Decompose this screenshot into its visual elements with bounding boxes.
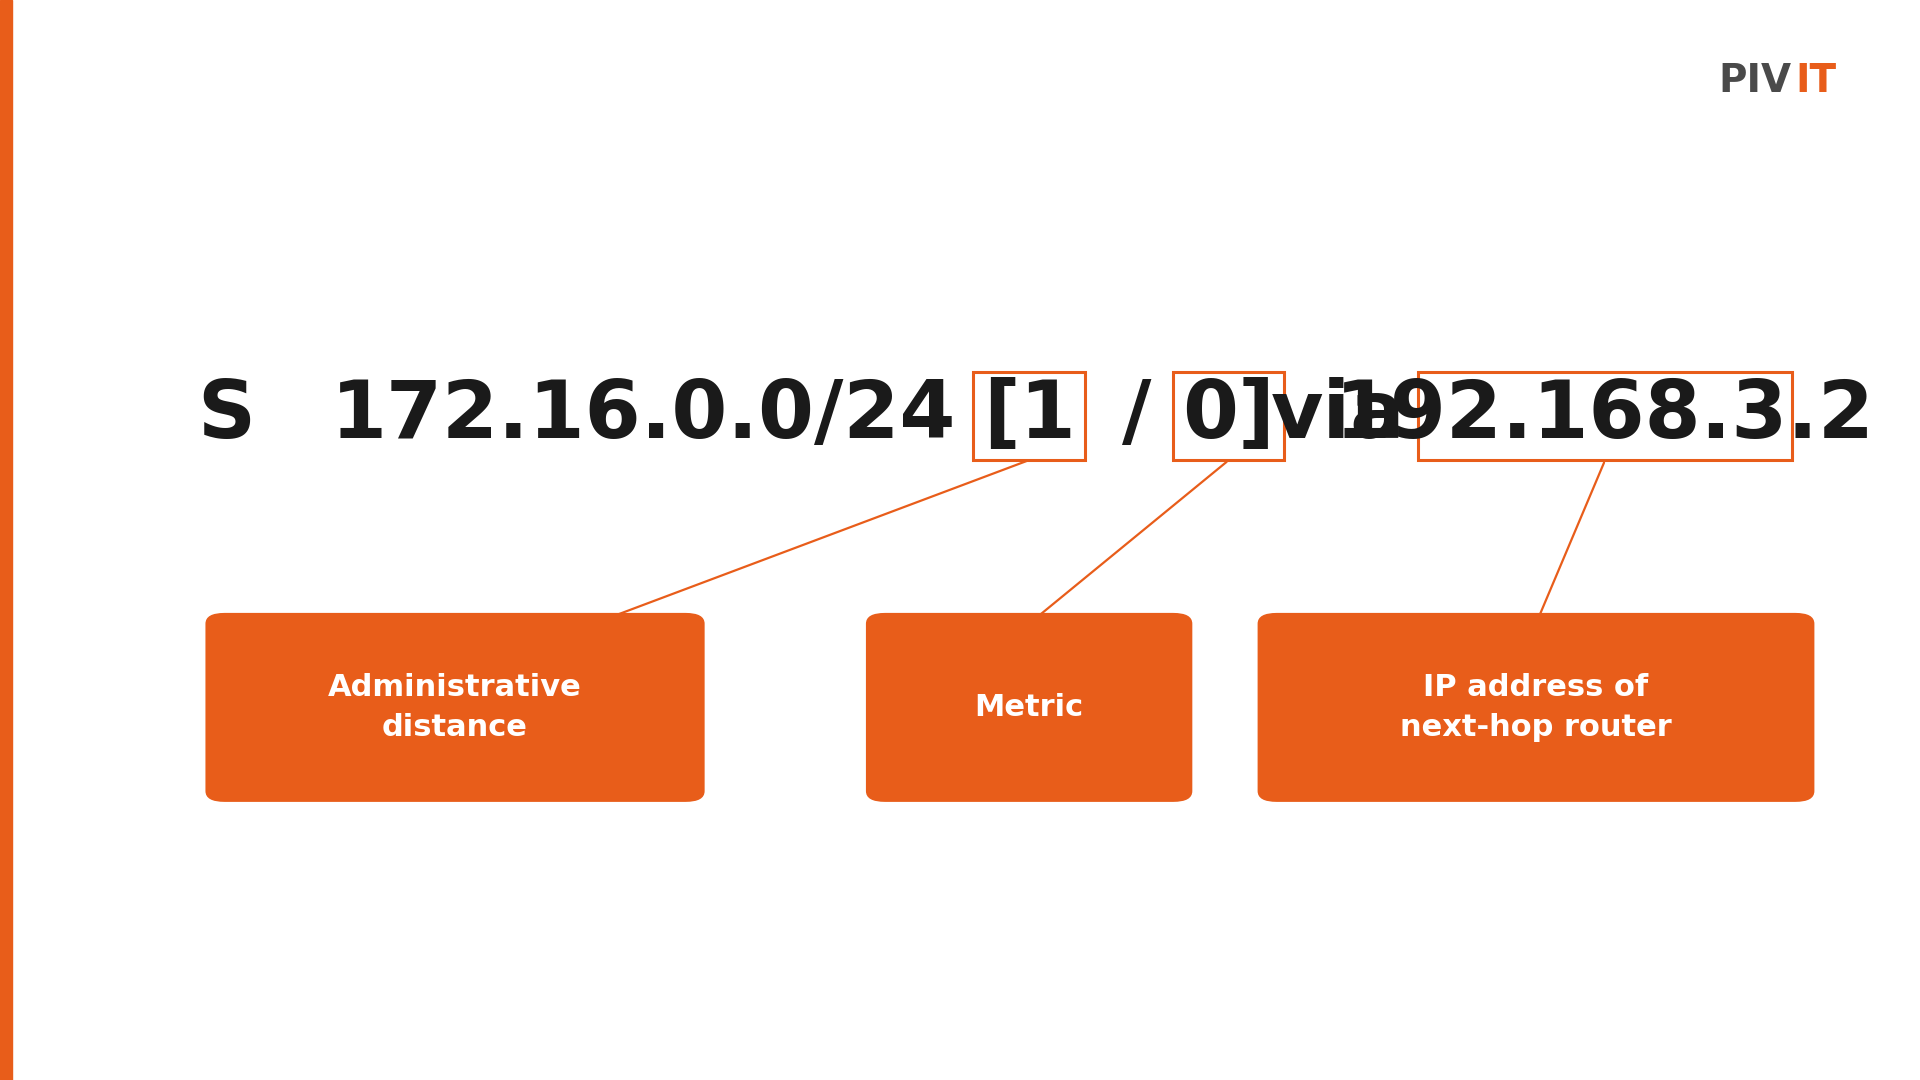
Text: IP address of
next-hop router: IP address of next-hop router [1400,673,1672,742]
Text: S: S [198,377,255,455]
Text: via: via [1271,377,1405,455]
Text: PIV: PIV [1718,62,1791,100]
Bar [0,0,12,1080]
Text: 192.168.3.2: 192.168.3.2 [1334,377,1876,455]
Text: 0]: 0] [1183,377,1275,455]
FancyBboxPatch shape [1258,613,1814,801]
Text: /: / [1121,377,1152,455]
Text: IT: IT [1795,62,1836,100]
Text: 172.16.0.0/24: 172.16.0.0/24 [330,377,956,455]
Text: Metric: Metric [975,693,1083,721]
FancyBboxPatch shape [866,613,1192,801]
Text: [1: [1 [983,377,1075,455]
Text: Administrative
distance: Administrative distance [328,673,582,742]
FancyBboxPatch shape [205,613,705,801]
